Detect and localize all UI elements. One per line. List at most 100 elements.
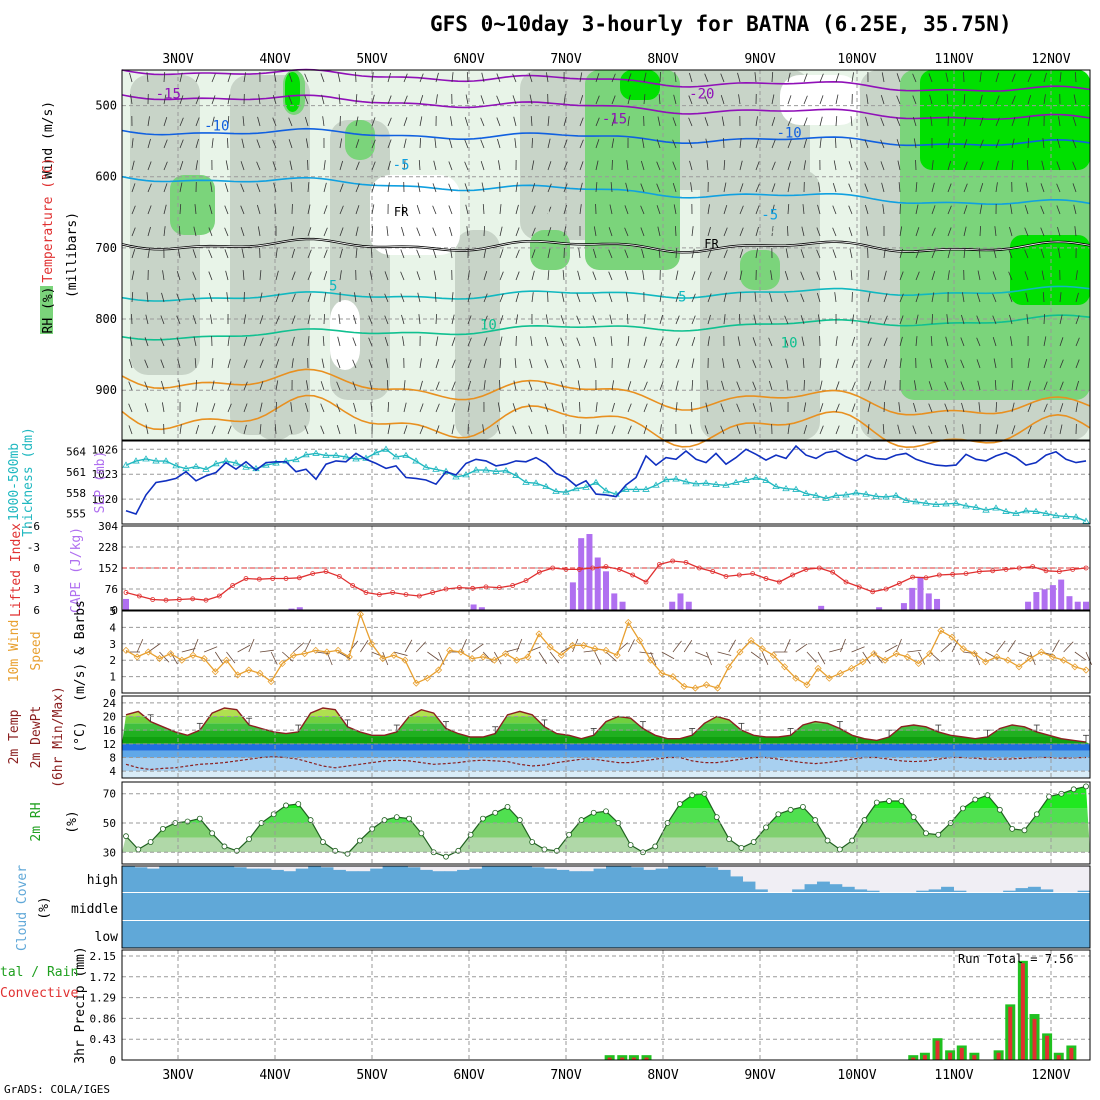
wind-barb — [387, 424, 391, 435]
wind-barb — [803, 424, 808, 435]
wind-ylabel-a-text: 10m Wind — [7, 620, 22, 683]
wind-barb-10m — [1007, 640, 1016, 653]
wind-barb — [563, 94, 566, 105]
cloud-low-bar — [283, 921, 297, 948]
cloud-middle-bar — [891, 893, 905, 920]
rh-point — [1033, 811, 1040, 818]
day-label-bottom: 7NOV — [550, 1068, 581, 1083]
lifted-index-point — [216, 593, 222, 599]
wind-barb — [467, 270, 470, 281]
wind-barb — [835, 381, 840, 391]
wind-barb — [656, 183, 661, 193]
cloud-high-bar — [655, 868, 669, 892]
wind-barb — [546, 72, 549, 83]
wind-barb — [560, 337, 565, 347]
cloud-low-bar — [543, 921, 557, 948]
cloud-low-bar — [953, 921, 967, 948]
thickness-point — [412, 457, 420, 464]
wind-barb — [979, 182, 984, 193]
wind-speed-point — [133, 653, 141, 661]
wind-barb — [435, 314, 438, 325]
wind-barb — [979, 204, 983, 215]
wind-barb — [848, 161, 853, 171]
wind-barb — [640, 205, 645, 215]
wind-barb — [195, 117, 200, 127]
wind-barb — [576, 358, 581, 369]
wind-barb — [640, 227, 645, 237]
wind-ytick: 0 — [109, 687, 116, 700]
lifted-index-point — [950, 571, 956, 577]
wind-barb — [464, 117, 469, 127]
wind-barb — [338, 94, 341, 105]
cloud-middle-bar — [754, 893, 768, 920]
thickness-point — [982, 506, 990, 513]
thickness-point — [702, 479, 710, 486]
wind-barb — [480, 161, 485, 171]
wind-barb — [353, 314, 357, 325]
cloud-middle-bar — [655, 893, 669, 920]
wind-barb — [818, 182, 821, 193]
wind-barb — [482, 204, 485, 215]
wind-barb — [994, 226, 997, 237]
li-ytick: 0 — [33, 562, 40, 575]
wind-barb — [706, 160, 709, 171]
cloud-low-bar — [1040, 921, 1054, 948]
wind-barb — [627, 358, 631, 369]
wind-barb — [739, 183, 744, 193]
cloud-middle-bar — [345, 893, 359, 920]
wind-barb — [1041, 270, 1045, 281]
wind-barb — [1027, 73, 1032, 83]
wind-barb — [147, 138, 151, 149]
rh-point — [935, 831, 942, 838]
wind-barb — [385, 248, 389, 259]
wind-barb — [736, 403, 741, 413]
wind-barb — [771, 226, 774, 237]
wind-barb — [675, 226, 677, 237]
wind-barb — [179, 117, 184, 127]
wind-barb — [483, 248, 487, 259]
wind-barb — [192, 315, 197, 325]
wind-barb — [339, 248, 343, 259]
isotherm-minus15 — [121, 94, 1091, 121]
wind-barb — [211, 358, 214, 369]
wind-barb — [417, 182, 421, 193]
wind-barb — [978, 248, 981, 259]
wind-barb — [896, 117, 901, 127]
wind-barb — [384, 337, 389, 347]
cloud-low-bar — [928, 921, 942, 948]
wind-barb — [464, 161, 469, 171]
wind-barb — [208, 249, 213, 259]
thickness-point — [662, 475, 670, 483]
wind-barb — [817, 204, 821, 215]
wind-barb — [401, 226, 405, 237]
cape-bar — [1049, 585, 1056, 610]
wind-barb — [355, 205, 360, 215]
wind-barb — [179, 95, 184, 105]
wind-barb — [387, 72, 392, 83]
lifted-index-point — [243, 576, 249, 581]
cloud-middle-bar — [320, 893, 334, 920]
wind-barb — [307, 293, 312, 303]
thickness-point — [472, 466, 480, 473]
wind-barb — [816, 227, 821, 237]
wind-barb — [210, 182, 213, 193]
wind-barb — [627, 73, 632, 83]
wind-barb — [1008, 293, 1013, 303]
wind-barb — [192, 293, 197, 303]
wind-barb — [497, 402, 501, 413]
cloud-low-bar — [395, 921, 408, 948]
wind-barb — [897, 424, 901, 435]
wind-speed-point — [334, 646, 342, 654]
wind-barb — [1043, 336, 1047, 347]
wind-barb — [371, 94, 375, 105]
cloud-middle-bar — [742, 893, 756, 920]
thickness-point — [232, 459, 240, 466]
rh-point — [1083, 783, 1089, 790]
wind-barb — [176, 337, 181, 347]
wind-barb — [736, 359, 741, 369]
wind-speed-point — [1060, 656, 1068, 664]
cloud-low-bar — [903, 921, 917, 948]
wind-barb — [643, 359, 648, 369]
precip-convective-bar — [911, 1057, 916, 1060]
cape-bar — [619, 601, 626, 610]
